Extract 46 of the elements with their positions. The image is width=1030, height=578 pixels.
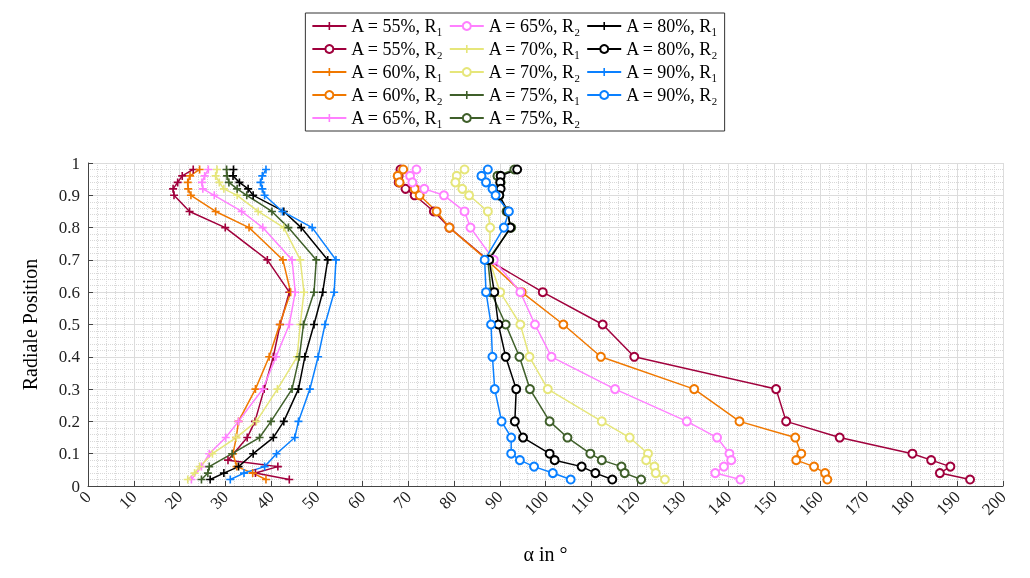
x-tick-label: 50 [298,487,324,513]
y-tick-label: 0.4 [58,347,81,367]
x-tick-label: 20 [160,487,187,513]
x-tick-label: 150 [749,487,781,519]
y-tick-label: 0.1 [58,444,80,464]
y-axis-title: Radiale Position [19,258,41,391]
y-tick-label: 0.9 [58,185,80,205]
y-tick-label: 1 [71,153,80,173]
legend-label: A = 75%, R₂ [488,108,581,128]
x-tick-label: 180 [886,487,919,519]
legend-label: A = 55%, R₁ [351,16,443,36]
legend-label: A = 90%, R₁ [626,62,718,82]
x-tick-label: 110 [566,487,598,519]
legend-label: A = 70%, R₂ [488,62,581,82]
x-tick-label: 130 [658,487,690,519]
legend-label: A = 65%, R₁ [351,108,443,128]
x-tick-label: 60 [343,487,370,513]
x-tick-label: 40 [252,487,278,513]
legend-label: A = 65%, R₂ [488,16,581,36]
legend-label: A = 60%, R₁ [351,62,443,82]
x-tick-label: 170 [841,487,873,519]
x-axis-title: α in ° [523,543,568,565]
legend-label: A = 60%, R₂ [351,85,443,105]
y-tick-label: 0.3 [58,379,80,399]
y-tick-label: 0.6 [58,282,80,302]
x-tick-label: 70 [389,487,415,513]
legend-label: A = 55%, R₂ [351,39,443,59]
legend-label: A = 80%, R₁ [626,16,718,36]
x-tick-label: 190 [932,487,964,519]
x-tick-label: 200 [978,487,1010,519]
legend-label: A = 75%, R₁ [488,85,581,105]
y-tick-label: 0.2 [58,411,80,431]
x-tick-label: 90 [481,487,507,513]
x-tick-label: 30 [206,487,232,513]
x-tick-label: 80 [435,487,461,513]
x-tick-label: 160 [795,487,827,519]
legend-label: A = 70%, R₁ [488,39,581,59]
x-tick-label: 120 [612,487,644,519]
legend-label: A = 90%, R₂ [626,85,718,105]
legend-label: A = 80%, R₂ [626,39,718,59]
x-tick-label: 100 [520,487,553,519]
x-tick-label: 140 [703,487,736,519]
y-tick-label: 0.8 [58,218,80,238]
y-tick-label: 0.7 [58,250,81,270]
x-tick-label: 10 [115,487,141,513]
y-tick-label: 0.5 [58,315,80,334]
